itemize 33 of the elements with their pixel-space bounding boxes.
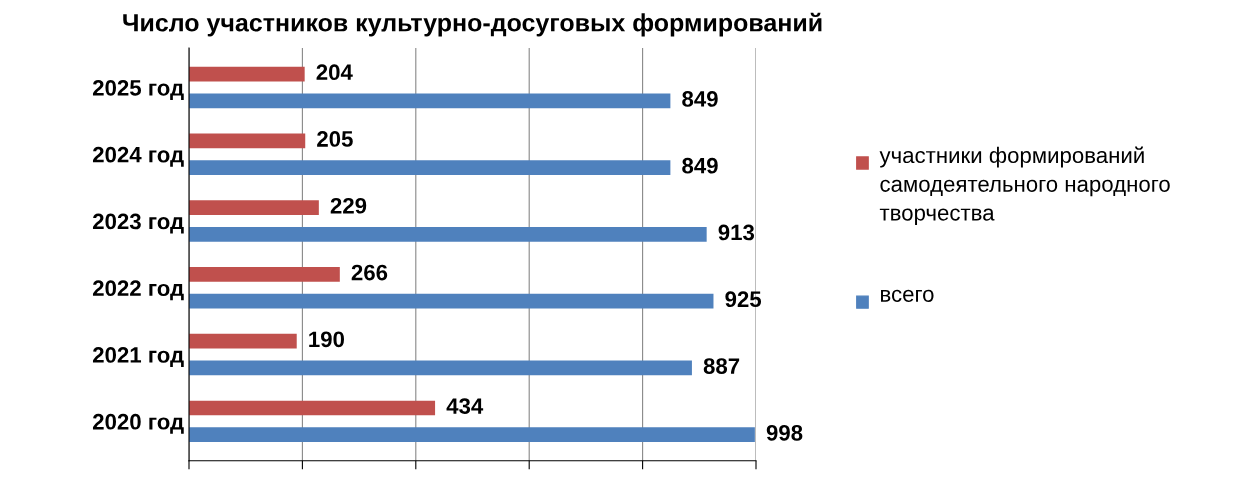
data-label: 849 (682, 91, 718, 107)
bar (189, 400, 436, 416)
chart-title: Число участников культурно-досуговых формирований (123, 12, 822, 37)
data-label: 205 (317, 131, 353, 147)
data-label: 190 (309, 331, 345, 348)
y-tick-label: 2024 год (92, 146, 184, 167)
data-label: 204 (316, 64, 353, 81)
bar (189, 427, 755, 443)
bar (189, 93, 671, 109)
y-tick-label: 2021 год (92, 347, 184, 368)
y-tick-label: 2025 год (92, 80, 184, 100)
data-label: 266 (351, 264, 388, 281)
bar (189, 293, 714, 309)
bar (189, 360, 692, 376)
legend-label: участники формирований самодеятельного народного творчества (879, 146, 1170, 226)
legend-label: всего (881, 289, 934, 302)
data-label: 998 (766, 424, 803, 441)
data-label: 887 (703, 358, 740, 374)
y-tick-label: 2023 год (92, 213, 184, 234)
data-label: 434 (446, 398, 484, 414)
bar (189, 227, 707, 242)
y-tick-label: 2022 год (92, 280, 184, 301)
bar (189, 133, 306, 149)
y-tick-label: 2020 год (92, 413, 184, 434)
data-label: 925 (725, 291, 762, 308)
data-label: 913 (718, 224, 755, 241)
bar (189, 200, 319, 215)
bar (189, 333, 297, 349)
data-label: 229 (330, 197, 367, 214)
data-label: 849 (682, 157, 718, 174)
bar (189, 66, 305, 82)
bar (189, 160, 671, 175)
bar (189, 267, 340, 282)
